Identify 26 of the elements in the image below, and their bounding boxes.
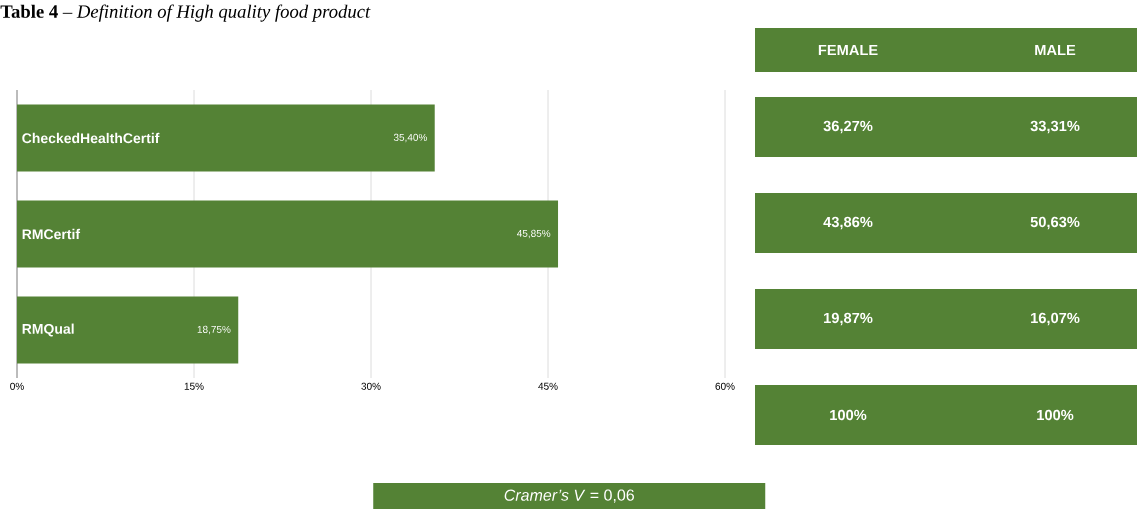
y-tick-label: RMQual bbox=[22, 323, 74, 337]
data-label: 45,85% bbox=[516, 229, 551, 239]
text: 43,86% bbox=[823, 216, 873, 230]
x-tick-label: 30% bbox=[361, 382, 381, 390]
x-tick-label: 15% bbox=[184, 382, 204, 390]
x-tick-label: 60% bbox=[715, 382, 735, 390]
y-tick-label: RMCertif bbox=[22, 228, 81, 240]
chart-title: Table 4 – Definition of High quality food product bbox=[0, 4, 371, 22]
text: 16,07% bbox=[1031, 312, 1080, 326]
text: 36,27% bbox=[823, 120, 873, 134]
text: Cramer’s V = 0,06 bbox=[504, 489, 634, 503]
x-tick-label: 0% bbox=[10, 382, 24, 390]
text: 19,87% bbox=[824, 312, 873, 326]
text: FEMALE bbox=[818, 44, 878, 56]
text: MALE bbox=[1035, 44, 1076, 56]
bar bbox=[17, 200, 559, 268]
x-tick-label: 45% bbox=[538, 382, 558, 390]
text: 50,63% bbox=[1030, 216, 1080, 230]
data-label: 35,40% bbox=[393, 133, 427, 143]
text: 100% bbox=[1037, 409, 1074, 421]
y-tick-label: CheckedHealthCertif bbox=[22, 132, 160, 144]
bar bbox=[17, 296, 239, 364]
text: 100% bbox=[830, 409, 867, 421]
data-label: 18,75% bbox=[197, 325, 231, 335]
bar bbox=[17, 104, 435, 172]
text: 33,31% bbox=[1030, 120, 1080, 134]
